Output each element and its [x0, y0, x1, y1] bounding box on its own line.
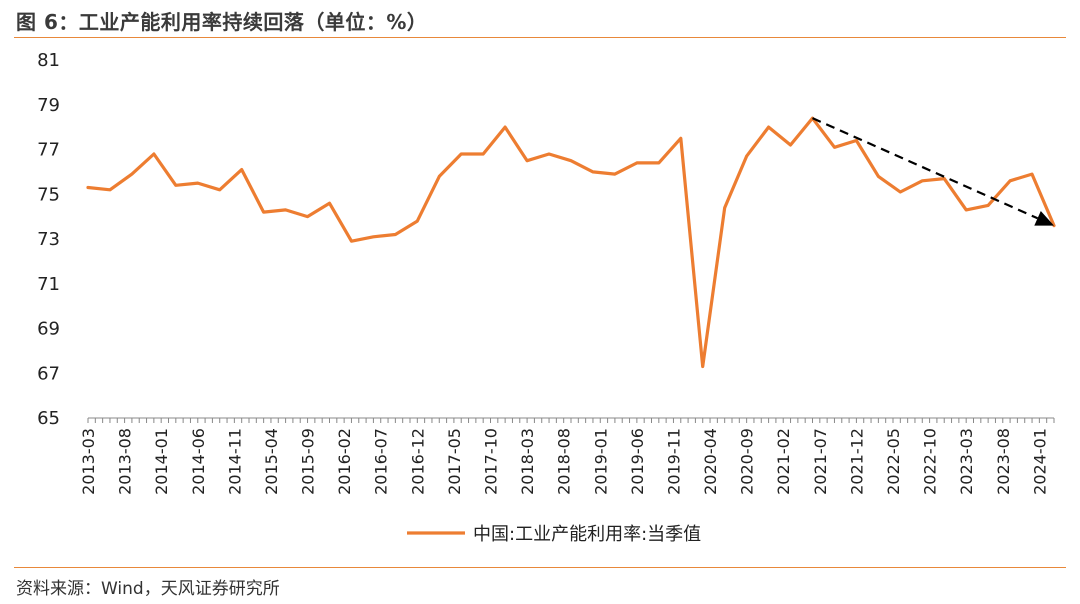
data-point	[218, 188, 221, 191]
y-tick-label: 65	[37, 408, 60, 429]
x-tick-label: 2018-03	[518, 428, 537, 495]
x-tick-label: 2015-09	[299, 428, 318, 495]
data-point	[789, 143, 792, 147]
data-point	[855, 139, 858, 142]
data-point	[547, 152, 551, 156]
data-point	[284, 208, 287, 212]
x-tick-label: 2018-08	[555, 428, 574, 495]
data-point	[86, 186, 90, 189]
x-tick-label: 2013-08	[116, 428, 135, 495]
x-tick-label: 2021-12	[847, 428, 866, 495]
data-point	[130, 172, 134, 176]
data-point	[701, 365, 704, 368]
x-tick-label: 2014-06	[189, 428, 208, 495]
data-point	[262, 210, 265, 214]
x-tick-label: 2013-03	[79, 428, 98, 495]
y-tick-label: 81	[37, 50, 60, 71]
data-point	[635, 161, 639, 165]
data-point	[196, 181, 199, 185]
data-point	[460, 152, 463, 156]
data-point	[899, 190, 902, 194]
x-tick-label: 2021-07	[811, 428, 830, 495]
x-tick-label: 2020-09	[738, 428, 757, 495]
data-point	[328, 202, 331, 205]
x-tick-label: 2017-05	[445, 428, 464, 495]
data-point	[372, 235, 375, 238]
y-tick-label: 71	[37, 274, 60, 295]
x-tick-label: 2016-07	[372, 428, 391, 495]
data-point	[986, 204, 990, 207]
x-tick-label: 2022-10	[921, 428, 940, 495]
data-point	[943, 177, 946, 180]
series-line	[86, 116, 1056, 369]
y-tick-label: 69	[37, 319, 60, 340]
data-point	[1008, 179, 1012, 183]
data-point	[657, 161, 661, 165]
x-tick-label: 2016-12	[408, 428, 427, 495]
x-tick-label: 2014-11	[225, 428, 244, 495]
data-point	[1030, 172, 1034, 176]
data-point	[240, 168, 243, 171]
y-tick-label: 75	[37, 184, 60, 205]
data-point	[525, 159, 529, 162]
x-tick-label: 2017-10	[482, 428, 501, 495]
x-tick-label: 2019-01	[591, 428, 610, 495]
x-tick-label: 2021-02	[774, 428, 793, 495]
x-tick-label: 2024-01	[1030, 428, 1049, 495]
data-point	[306, 215, 309, 218]
x-tick-label: 2019-11	[664, 428, 683, 495]
trend-arrow-line	[812, 117, 1039, 220]
data-point	[921, 179, 924, 183]
data-point	[591, 170, 595, 174]
x-tick-label: 2023-03	[957, 428, 976, 495]
data-point	[394, 233, 397, 236]
header-rule	[14, 37, 1066, 38]
data-point	[723, 206, 726, 209]
data-point	[481, 152, 485, 156]
data-point	[877, 175, 880, 178]
x-tick-label: 2023-08	[994, 428, 1013, 495]
x-tick-label: 2022-05	[884, 428, 903, 495]
data-point	[745, 155, 748, 158]
data-point	[438, 175, 441, 178]
data-point	[767, 125, 770, 129]
chart-title: 图 6：工业产能利用率持续回落（单位：%）	[16, 10, 428, 34]
legend-label: 中国:工业产能利用率:当季值	[473, 524, 701, 545]
data-point	[964, 208, 968, 212]
x-tick-label: 2016-02	[335, 428, 354, 495]
x-tick-label: 2020-04	[701, 428, 720, 495]
source-note: 资料来源：Wind，天风证券研究所	[16, 579, 280, 599]
data-point	[569, 159, 573, 162]
data-point	[416, 219, 419, 223]
y-tick-label: 73	[37, 229, 60, 250]
x-tick-label: 2014-01	[152, 428, 171, 495]
x-tick-label: 2015-04	[262, 428, 281, 495]
y-tick-label: 79	[37, 95, 60, 116]
data-point	[350, 240, 353, 243]
trend-arrow-head	[1034, 210, 1054, 226]
data-point	[152, 152, 156, 156]
y-tick-label: 77	[37, 140, 60, 161]
data-point	[833, 146, 836, 149]
data-point	[679, 137, 682, 140]
x-tick-label: 2019-06	[628, 428, 647, 495]
footer-rule	[14, 567, 1066, 568]
data-point	[613, 172, 617, 176]
data-point	[108, 188, 112, 191]
y-tick-label: 67	[37, 363, 60, 384]
data-point	[174, 184, 178, 187]
data-point	[503, 125, 507, 129]
